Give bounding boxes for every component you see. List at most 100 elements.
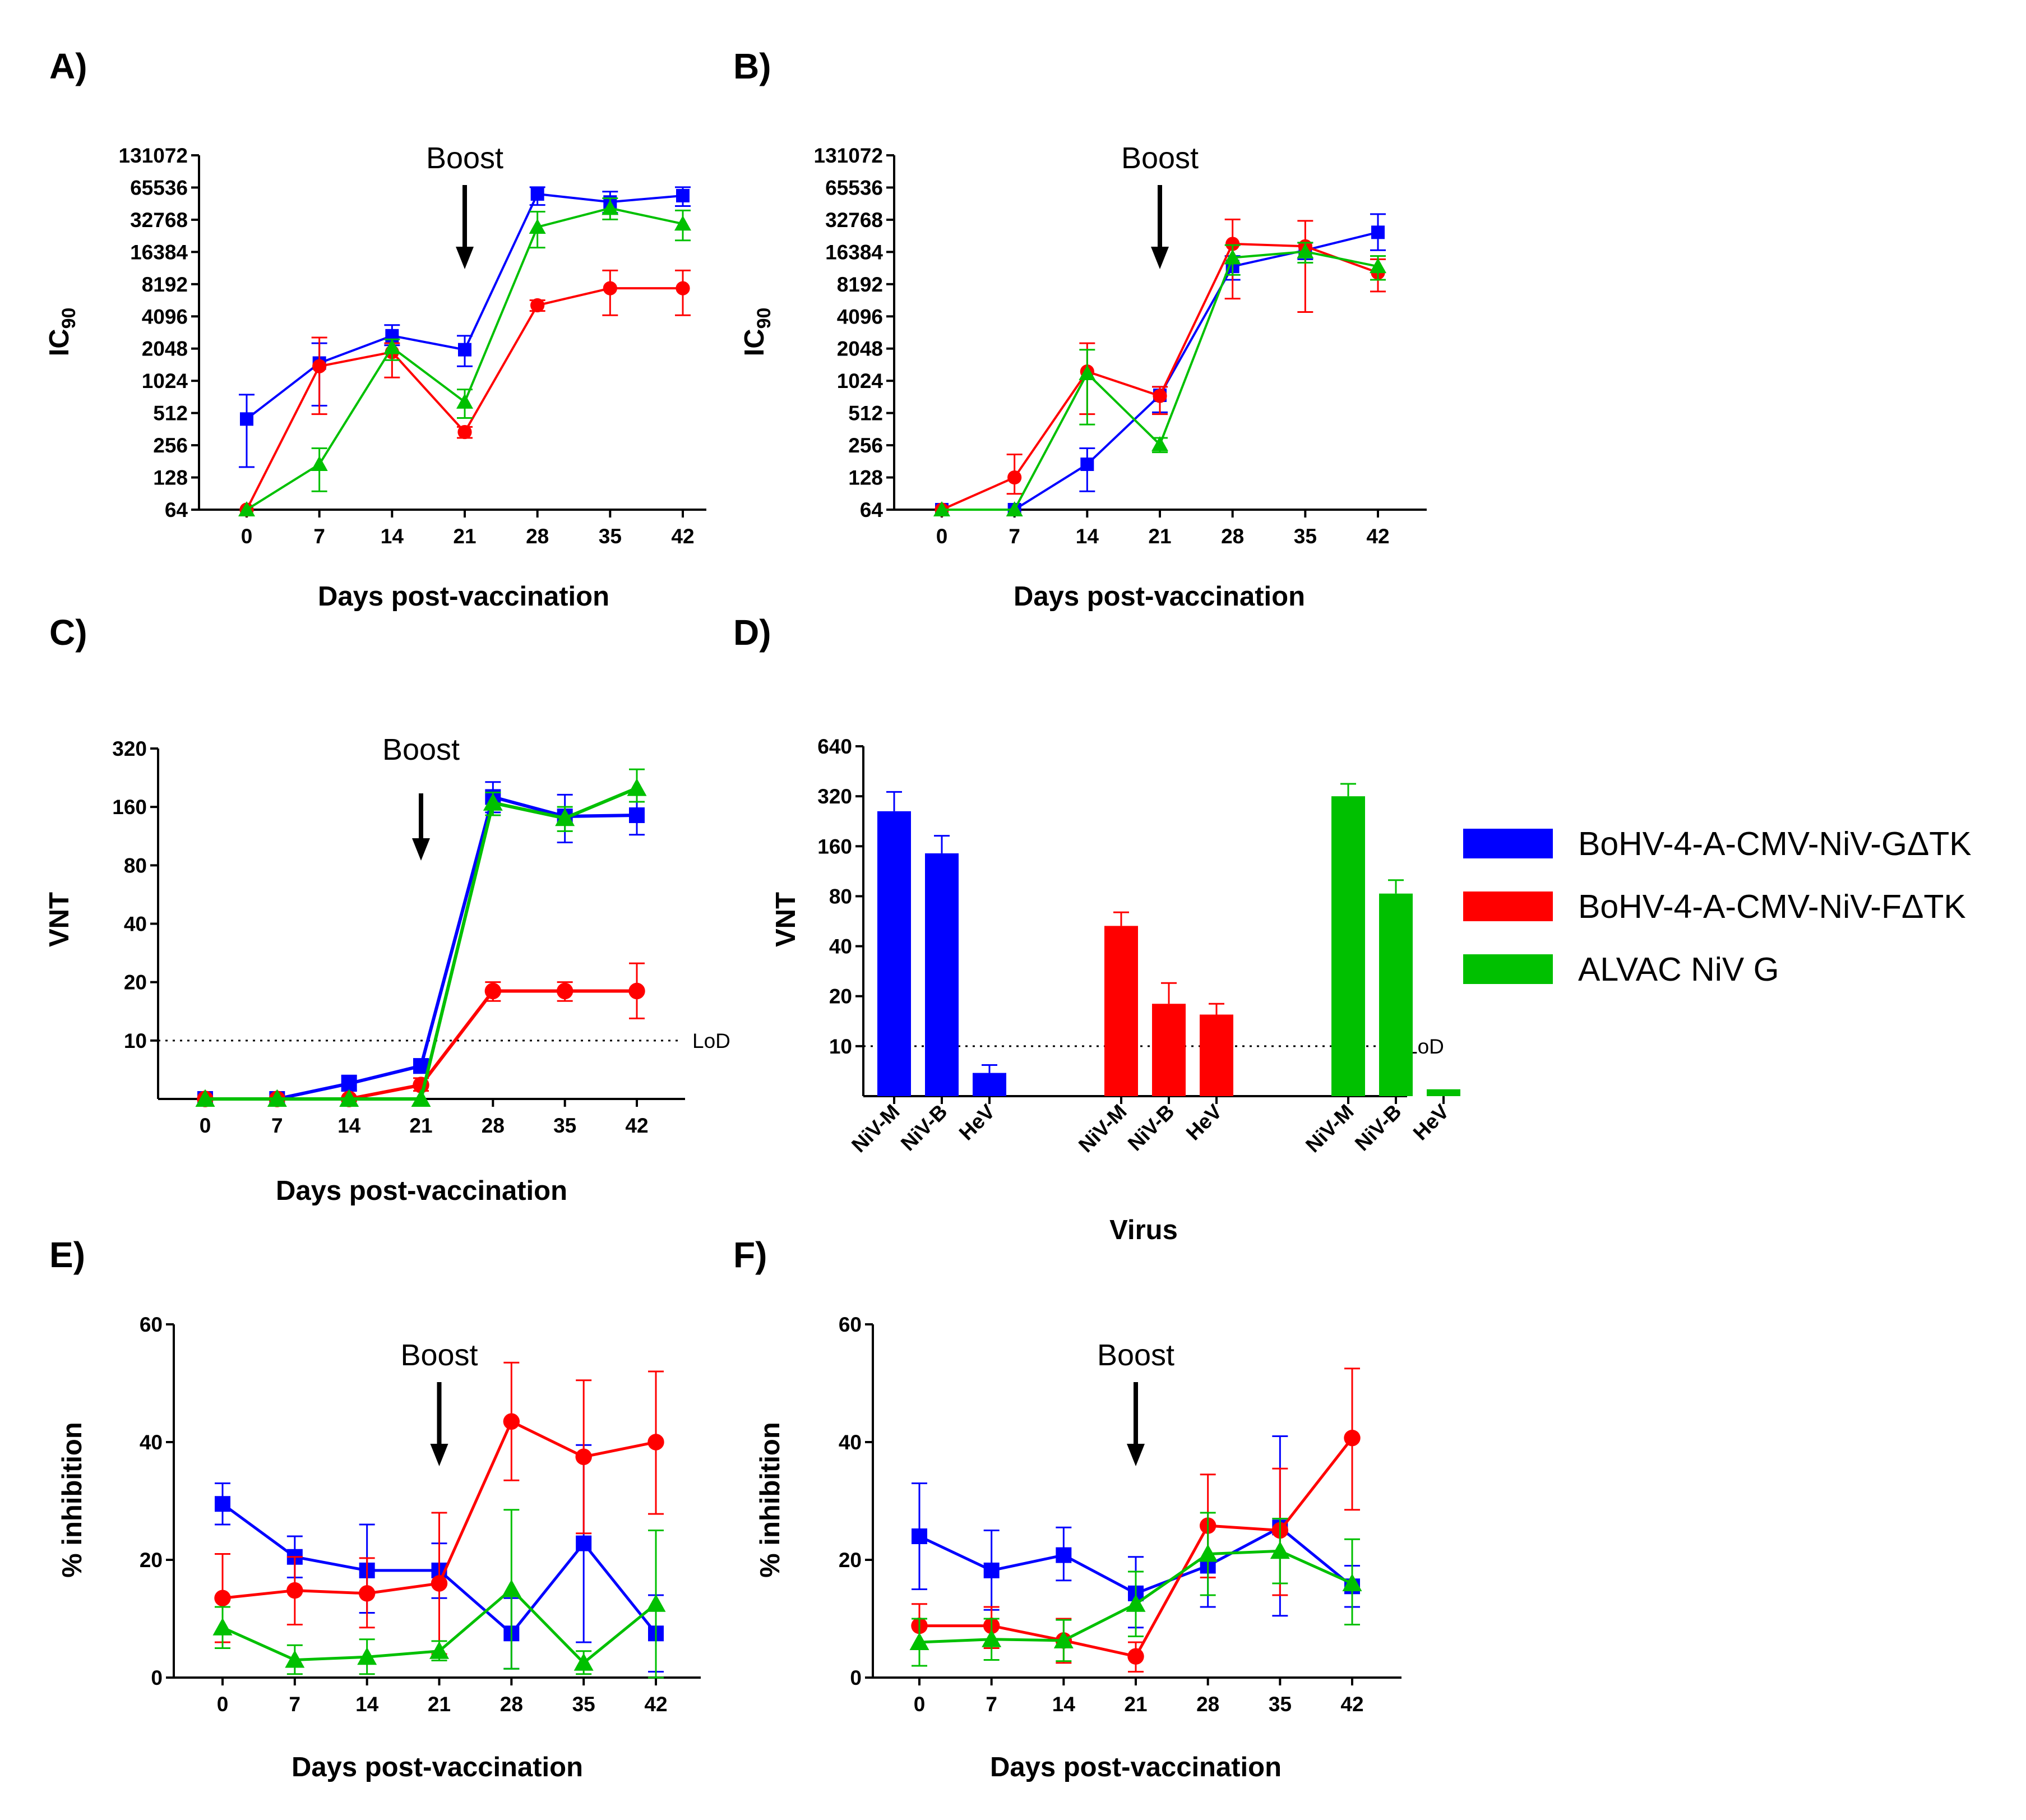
legend-label-f: BoHV-4-A-CMV-NiV-FΔTK: [1578, 888, 1966, 925]
panel-e-x-tick-label: 0: [217, 1693, 229, 1716]
panel-a-data-point: [456, 393, 473, 409]
panel-a-data-point: [603, 281, 617, 295]
panel-e-boost-label: Boost: [400, 1338, 478, 1372]
panel-d-y-title: VNT: [771, 892, 801, 947]
panel-c-x-tick-label: 14: [337, 1114, 361, 1137]
panel-c-data-point: [267, 1089, 287, 1107]
panel-f-data-point: [1056, 1547, 1072, 1563]
panel-e-data-point: [215, 1496, 230, 1512]
panel-f-x-tick-label: 7: [986, 1693, 997, 1716]
panel-d-y-tick-label: 40: [829, 935, 852, 958]
panel-b-x-tick-label: 42: [1366, 525, 1389, 548]
panel-e-data-point: [357, 1647, 377, 1665]
panel-b-boost-label: Boost: [1121, 141, 1199, 175]
panel-f-x-tick-label: 21: [1124, 1693, 1147, 1716]
panel-b-x-tick-label: 35: [1294, 525, 1317, 548]
panel-c-x-tick-label: 7: [271, 1114, 283, 1137]
panel-f-x-tick-label: 0: [914, 1693, 926, 1716]
panel-a-data-point: [676, 281, 690, 295]
panel-d-y-tick-label: 20: [829, 985, 852, 1008]
panel-b-data-point: [1297, 243, 1314, 258]
panel-d-bar: [973, 1073, 1006, 1096]
panel-a-y-tick-label: 1024: [142, 369, 188, 392]
panel-e-data-point: [575, 1448, 592, 1465]
panel-b-x-tick-label: 28: [1221, 525, 1244, 548]
panel-f-data-point: [912, 1528, 927, 1544]
panel-e-data-point: [429, 1641, 449, 1659]
chart-panel-b: 64 128 256 512 1024 2048 4096 8192 16384 32768 655…: [814, 141, 1427, 548]
panel-b-y-tick-label: 512: [848, 402, 883, 425]
panel-f-y-title: % inhibition: [755, 1422, 785, 1578]
panel-d-x-tick-label: NiV-M: [1074, 1100, 1131, 1157]
panel-a-data-point: [602, 200, 619, 215]
panel-f-y-tick-label: 60: [839, 1313, 862, 1336]
panel-b-series-line-2: [942, 250, 1379, 511]
panel-d-x-tick-label: HeV: [1409, 1100, 1454, 1144]
panel-f-data-point: [1344, 1429, 1361, 1447]
panel-b-data-point: [1370, 258, 1386, 274]
panel-f-y-tick-label: 0: [850, 1666, 862, 1689]
panel-a-data-point: [530, 187, 544, 201]
panel-a-data-point: [457, 424, 472, 440]
panel-e-y-tick-label: 40: [140, 1431, 163, 1454]
panel-c-data-point: [411, 1089, 431, 1107]
panel-a-data-point: [674, 215, 691, 231]
panel-c-label: C): [49, 612, 87, 653]
panel-e-label: E): [49, 1235, 85, 1275]
panel-a-y-tick-label: 256: [153, 434, 188, 457]
panel-f-data-point: [1126, 1594, 1146, 1612]
panel-f-data-point: [983, 1562, 1000, 1578]
panel-a-x-tick-label: 42: [671, 525, 694, 548]
panel-b-data-point: [1153, 389, 1167, 403]
panel-c-data-point: [195, 1089, 215, 1107]
panel-e-x-tick-label: 14: [355, 1693, 379, 1716]
panel-b-data-point: [1079, 365, 1096, 381]
panel-d-x-tick-label: NiV-M: [847, 1100, 904, 1157]
panel-a-label: A): [49, 46, 87, 86]
panel-b-y-tick-label: 32768: [825, 209, 883, 232]
panel-d-label: D): [733, 612, 771, 653]
panel-b-data-point: [1006, 501, 1023, 516]
chart-panel-c: 10 20 40 80 160 320 0 7 14 21 28 35 42 LoD Boost: [112, 733, 730, 1137]
panel-e-x-tick-label: 7: [289, 1693, 301, 1716]
panel-c-y-tick-label: 160: [112, 796, 147, 819]
panel-a-y-tick-label: 64: [165, 498, 188, 521]
panel-c-data-point: [341, 1075, 357, 1092]
panel-f-x-tick-label: 14: [1052, 1693, 1076, 1716]
panel-e-x-tick-label: 35: [572, 1693, 595, 1716]
panel-c-data-point: [483, 793, 503, 811]
panel-d-bar: [1152, 1004, 1186, 1096]
panel-f-data-point: [1127, 1648, 1144, 1665]
panel-b-x-title: Days post-vaccination: [1014, 581, 1305, 612]
panel-c-x-tick-label: 35: [553, 1114, 576, 1137]
panel-a-y-tick-label: 4096: [142, 305, 188, 328]
panel-b-label: B): [733, 46, 771, 86]
panel-a-x-tick-label: 21: [453, 525, 476, 548]
panel-f-data-point: [982, 1629, 1002, 1647]
panel-e-data-point: [573, 1653, 594, 1671]
panel-e-data-point: [576, 1535, 592, 1551]
panel-d-bar: [877, 811, 911, 1096]
panel-d-bar: [1104, 926, 1138, 1096]
panel-c-y-tick-label: 320: [112, 737, 147, 760]
panel-c-data-point: [628, 982, 645, 1000]
legend: BoHV-4-A-CMV-NiV-GΔTK BoHV-4-A-CMV-NiV-F…: [1463, 825, 1972, 988]
legend-swatch-f: [1463, 891, 1553, 921]
panel-a-y-title: IC90: [44, 308, 80, 357]
panel-d-bar: [1427, 1089, 1460, 1096]
panel-a-y-tick-label: 65536: [130, 176, 188, 199]
panel-e-data-point: [286, 1582, 303, 1599]
panel-e-y-tick-label: 0: [151, 1666, 163, 1689]
panel-a-x-tick-label: 14: [381, 525, 404, 548]
panel-a-boost-arrow-head: [456, 247, 474, 269]
panel-c-boost-arrow-head: [412, 838, 430, 861]
panel-a-data-point: [240, 412, 253, 426]
panel-e-x-title: Days post-vaccination: [292, 1752, 583, 1782]
chart-panel-e: 0 20 40 60 0 7 14 21 28 35 42 Boost: [140, 1313, 701, 1716]
panel-f-boost-arrow-head: [1127, 1444, 1145, 1466]
panel-d-y-tick-label: 640: [817, 735, 852, 758]
panel-b-x-tick-label: 0: [936, 525, 948, 548]
panel-a-y-tick-label: 131072: [119, 144, 188, 167]
panel-f-data-point: [909, 1632, 929, 1650]
